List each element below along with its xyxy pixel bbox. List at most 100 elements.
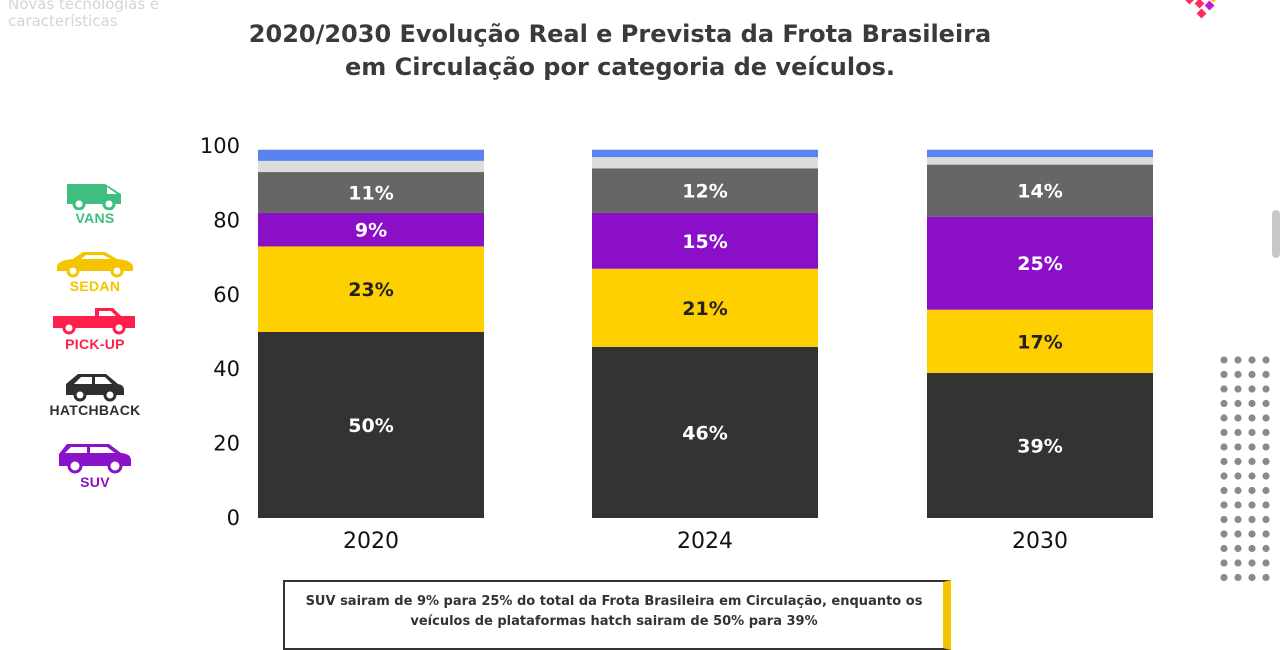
decorative-dot bbox=[1234, 573, 1242, 582]
legend-item-vans: VANS bbox=[30, 178, 160, 226]
decorative-dot bbox=[1248, 486, 1256, 495]
faded-header-text: Novas tecnologias e características bbox=[8, 0, 160, 30]
decorative-dot bbox=[1248, 501, 1256, 509]
bar-segment bbox=[927, 216, 1153, 310]
legend-item-hatchback: HATCHBACK bbox=[30, 370, 160, 418]
bar-segment bbox=[592, 268, 818, 347]
decorative-dot bbox=[1262, 501, 1270, 509]
x-tick-label: 2030 bbox=[1012, 529, 1068, 554]
decorative-dot bbox=[1248, 414, 1256, 422]
legend-label-sedan: SEDAN bbox=[69, 278, 121, 294]
y-tick-label: 80 bbox=[213, 208, 240, 232]
decorative-dot bbox=[1220, 573, 1228, 582]
bar-segment bbox=[258, 332, 484, 518]
bar-data-label: 25% bbox=[1017, 253, 1062, 275]
decorative-dot bbox=[1220, 559, 1228, 567]
decorative-dot bbox=[1220, 515, 1228, 524]
decorative-dot bbox=[1262, 457, 1270, 466]
decorative-dot bbox=[1248, 443, 1256, 451]
decorative-dot bbox=[1234, 515, 1242, 524]
decorative-dot bbox=[1262, 486, 1270, 495]
decorative-dot bbox=[1262, 544, 1270, 553]
bar-segment bbox=[927, 157, 1153, 165]
bar-data-label: 21% bbox=[682, 298, 727, 320]
summary-note-line-1: SUV sairam de 9% para 25% do total da Fr… bbox=[305, 594, 923, 609]
bar-data-label: 15% bbox=[682, 231, 727, 253]
chart-title-line-2: em Circulação por categoria de veículos. bbox=[344, 53, 896, 81]
y-tick-label: 100 bbox=[200, 134, 240, 158]
decorative-dot bbox=[1234, 443, 1242, 451]
bar-data-label: 50% bbox=[348, 415, 393, 437]
decorative-dot bbox=[1220, 356, 1228, 364]
bar-segment bbox=[927, 372, 1153, 518]
decorative-dot bbox=[1262, 414, 1270, 422]
decorative-dot bbox=[1262, 573, 1270, 582]
bar-segment bbox=[592, 168, 818, 213]
decorative-dot bbox=[1234, 457, 1242, 466]
decorative-dot bbox=[1248, 559, 1256, 567]
decorative-dot bbox=[1234, 370, 1242, 379]
decorative-dot bbox=[1262, 443, 1270, 451]
suv-icon bbox=[59, 444, 131, 474]
bar-data-label: 23% bbox=[348, 279, 393, 301]
decorative-dot bbox=[1234, 530, 1242, 538]
decorative-dot bbox=[1262, 530, 1270, 538]
bar-segment bbox=[258, 160, 484, 173]
decorative-dot bbox=[1248, 356, 1256, 364]
bar-segment bbox=[927, 309, 1153, 373]
decorative-dot bbox=[1220, 370, 1228, 379]
bar-segment bbox=[592, 212, 818, 269]
sedan-icon bbox=[57, 252, 133, 278]
decorative-dot bbox=[1262, 356, 1270, 364]
decorative-dot bbox=[1220, 472, 1228, 480]
legend-label-hatchback: HATCHBACK bbox=[49, 402, 141, 418]
bar-segment bbox=[592, 157, 818, 169]
decorative-dot bbox=[1220, 428, 1228, 437]
legend-item-suv: SUV bbox=[30, 440, 160, 490]
legend-label-vans: VANS bbox=[75, 210, 115, 226]
legend-item-pickup: PICK-UP bbox=[30, 304, 160, 352]
bar-segment bbox=[927, 149, 1153, 158]
bar-segment bbox=[258, 246, 484, 332]
decorative-dot bbox=[1262, 472, 1270, 480]
bar-segment bbox=[592, 346, 818, 518]
decorative-dot bbox=[1248, 370, 1256, 379]
decorative-dot bbox=[1262, 385, 1270, 393]
decorative-dot bbox=[1220, 486, 1228, 495]
decorative-dot bbox=[1234, 399, 1242, 408]
decorative-dot bbox=[1262, 370, 1270, 379]
y-tick-label: 20 bbox=[213, 432, 240, 456]
decorative-dot bbox=[1220, 385, 1228, 393]
decorative-dot bbox=[1262, 559, 1270, 567]
decorative-dot bbox=[1234, 428, 1242, 437]
bar-data-label: 39% bbox=[1017, 435, 1062, 457]
van-icon bbox=[67, 184, 121, 210]
decorative-dot bbox=[1248, 573, 1256, 582]
legend-item-sedan: SEDAN bbox=[30, 248, 160, 294]
bar-segment bbox=[258, 172, 484, 213]
y-tick-label: 40 bbox=[213, 357, 240, 381]
bar-data-label: 17% bbox=[1017, 331, 1062, 353]
scrollbar-thumb[interactable] bbox=[1272, 210, 1280, 258]
decorative-dot bbox=[1248, 385, 1256, 393]
decorative-dot bbox=[1262, 399, 1270, 408]
decorative-dot bbox=[1220, 530, 1228, 538]
decorative-dot bbox=[1234, 356, 1242, 364]
decorative-dot bbox=[1220, 544, 1228, 553]
decorative-dot bbox=[1248, 472, 1256, 480]
decorative-dot bbox=[1248, 515, 1256, 524]
bar-data-label: 12% bbox=[682, 181, 727, 203]
decorative-dot bbox=[1220, 501, 1228, 509]
bar-segment bbox=[258, 149, 484, 161]
bar-data-label: 11% bbox=[348, 183, 393, 205]
legend-label-pickup: PICK-UP bbox=[65, 336, 125, 352]
decorative-dot bbox=[1234, 414, 1242, 422]
bar-segment bbox=[592, 149, 818, 158]
decorative-dot bbox=[1248, 544, 1256, 553]
bar-data-label: 46% bbox=[682, 422, 727, 444]
y-tick-label: 60 bbox=[213, 283, 240, 307]
decorative-dot bbox=[1220, 414, 1228, 422]
decorative-dot bbox=[1220, 399, 1228, 408]
y-tick-label: 0 bbox=[227, 506, 240, 530]
